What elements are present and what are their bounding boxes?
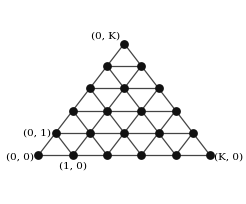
- Point: [88, 87, 92, 90]
- Point: [54, 131, 58, 134]
- Point: [174, 109, 178, 112]
- Point: [105, 64, 109, 68]
- Point: [36, 154, 40, 157]
- Text: (0, 1): (0, 1): [23, 128, 51, 137]
- Text: (K, 0): (K, 0): [214, 152, 243, 161]
- Text: (0, 0): (0, 0): [6, 152, 34, 161]
- Point: [122, 42, 126, 45]
- Point: [191, 131, 195, 134]
- Point: [105, 109, 109, 112]
- Point: [208, 154, 212, 157]
- Text: (1, 0): (1, 0): [59, 161, 87, 170]
- Point: [122, 87, 126, 90]
- Point: [105, 154, 109, 157]
- Point: [156, 87, 160, 90]
- Point: [71, 154, 75, 157]
- Point: [156, 131, 160, 134]
- Point: [71, 109, 75, 112]
- Point: [122, 131, 126, 134]
- Text: (0, K): (0, K): [91, 32, 120, 41]
- Point: [139, 109, 143, 112]
- Point: [174, 154, 178, 157]
- Point: [88, 131, 92, 134]
- Point: [139, 64, 143, 68]
- Point: [139, 154, 143, 157]
